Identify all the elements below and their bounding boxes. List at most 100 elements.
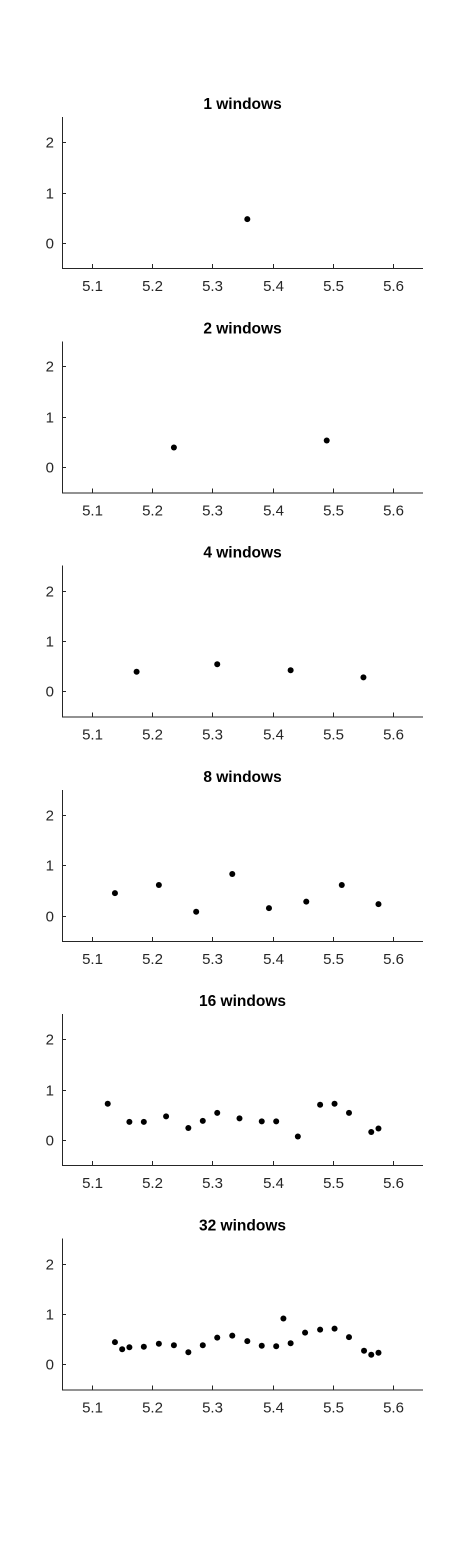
chart-panel-4: 8 windows 5.1 5.2 5.3 5.4 5.5 5.6 0 1 2 bbox=[46, 769, 423, 968]
y-tick-label: 0 bbox=[46, 1133, 54, 1150]
y-tick-label: 2 bbox=[46, 584, 54, 601]
data-point bbox=[214, 661, 221, 668]
y-tick-label: 1 bbox=[46, 634, 54, 651]
data-point bbox=[287, 1340, 294, 1347]
x-tick-label: 5.6 bbox=[383, 1400, 404, 1417]
data-point bbox=[360, 674, 367, 681]
y-tick-label: 0 bbox=[46, 236, 54, 253]
x-tick-label: 5.6 bbox=[383, 502, 404, 519]
x-tick-label: 5.6 bbox=[383, 278, 404, 295]
data-point bbox=[193, 908, 200, 915]
chart-title: 8 windows bbox=[203, 769, 281, 786]
data-point bbox=[126, 1344, 133, 1351]
y-tick-label: 0 bbox=[46, 684, 54, 701]
data-point bbox=[244, 1338, 251, 1345]
data-point bbox=[163, 1113, 170, 1120]
data-point bbox=[258, 1342, 265, 1349]
data-point bbox=[229, 870, 236, 877]
x-tick-label: 5.2 bbox=[142, 951, 163, 968]
x-tick-label: 5.1 bbox=[82, 951, 103, 968]
data-point bbox=[133, 668, 140, 675]
data-point bbox=[294, 1133, 301, 1140]
data-point bbox=[111, 1339, 118, 1346]
data-point bbox=[331, 1325, 338, 1332]
chart-title: 32 windows bbox=[199, 1218, 286, 1235]
x-tick-label: 5.5 bbox=[323, 502, 344, 519]
y-tick-label: 1 bbox=[46, 186, 54, 203]
data-point bbox=[199, 1117, 206, 1124]
data-point bbox=[214, 1109, 221, 1116]
x-tick-label: 5.3 bbox=[202, 278, 223, 295]
x-tick-label: 5.5 bbox=[323, 1175, 344, 1192]
data-point bbox=[170, 1342, 177, 1349]
axes bbox=[62, 1014, 423, 1167]
data-point bbox=[287, 667, 294, 674]
x-tick-label: 5.3 bbox=[202, 951, 223, 968]
y-tick-label: 2 bbox=[46, 135, 54, 152]
data-point bbox=[155, 1340, 162, 1347]
x-tick-label: 5.6 bbox=[383, 951, 404, 968]
data-point bbox=[338, 882, 345, 889]
x-tick-label: 5.4 bbox=[263, 951, 284, 968]
axes bbox=[62, 565, 423, 718]
data-point bbox=[111, 890, 118, 897]
data-point bbox=[140, 1343, 147, 1350]
y-tick-label: 0 bbox=[46, 1357, 54, 1374]
y-tick-label: 1 bbox=[46, 858, 54, 875]
x-tick-label: 5.2 bbox=[142, 727, 163, 744]
chart-panel-6: 32 windows 5.1 5.2 5.3 5.4 5.5 5.6 0 1 2 bbox=[46, 1218, 423, 1417]
x-tick-label: 5.2 bbox=[142, 278, 163, 295]
data-point bbox=[244, 216, 251, 223]
data-point bbox=[375, 1349, 382, 1356]
x-tick-label: 5.1 bbox=[82, 278, 103, 295]
x-tick-label: 5.3 bbox=[202, 502, 223, 519]
x-tick-label: 5.6 bbox=[383, 727, 404, 744]
x-tick-label: 5.3 bbox=[202, 1175, 223, 1192]
x-tick-label: 5.5 bbox=[323, 1400, 344, 1417]
chart-panel-1: 1 windows 5.1 5.2 5.3 5.4 5.5 5.6 0 1 2 bbox=[46, 96, 423, 295]
y-tick-label: 2 bbox=[46, 1032, 54, 1049]
x-tick-label: 5.5 bbox=[323, 278, 344, 295]
y-tick-label: 0 bbox=[46, 909, 54, 926]
chart-panel-2: 2 windows 5.1 5.2 5.3 5.4 5.5 5.6 0 1 2 bbox=[46, 320, 423, 519]
x-tick-label: 5.2 bbox=[142, 502, 163, 519]
data-point bbox=[273, 1343, 280, 1350]
data-point bbox=[368, 1351, 375, 1358]
data-point bbox=[375, 1125, 382, 1132]
data-point bbox=[229, 1332, 236, 1339]
data-point bbox=[302, 1329, 309, 1336]
y-tick-label: 2 bbox=[46, 359, 54, 376]
x-tick-label: 5.4 bbox=[263, 278, 284, 295]
data-point bbox=[331, 1100, 338, 1107]
x-tick-label: 5.1 bbox=[82, 1400, 103, 1417]
data-point bbox=[119, 1346, 126, 1353]
x-tick-label: 5.4 bbox=[263, 1175, 284, 1192]
axes bbox=[62, 1238, 423, 1391]
data-point bbox=[236, 1115, 243, 1122]
data-point bbox=[317, 1101, 324, 1108]
chart-title: 2 windows bbox=[203, 320, 281, 337]
data-point bbox=[155, 882, 162, 889]
x-tick-label: 5.4 bbox=[263, 1400, 284, 1417]
data-point bbox=[303, 898, 310, 905]
data-point bbox=[170, 444, 177, 451]
y-tick-label: 2 bbox=[46, 808, 54, 825]
y-tick-label: 1 bbox=[46, 1307, 54, 1324]
chart-panel-3: 4 windows 5.1 5.2 5.3 5.4 5.5 5.6 0 1 2 bbox=[46, 545, 423, 744]
y-tick-label: 1 bbox=[46, 410, 54, 427]
data-point bbox=[323, 437, 330, 444]
x-tick-label: 5.2 bbox=[142, 1400, 163, 1417]
x-tick-label: 5.1 bbox=[82, 1175, 103, 1192]
chart-title: 1 windows bbox=[203, 96, 281, 113]
data-point bbox=[104, 1100, 111, 1107]
x-tick-label: 5.2 bbox=[142, 1175, 163, 1192]
x-tick-label: 5.5 bbox=[323, 951, 344, 968]
x-tick-label: 5.3 bbox=[202, 1400, 223, 1417]
y-tick-label: 0 bbox=[46, 460, 54, 477]
chart-panel-5: 16 windows 5.1 5.2 5.3 5.4 5.5 5.6 0 1 2 bbox=[46, 993, 423, 1192]
data-point bbox=[317, 1326, 324, 1333]
data-point bbox=[265, 905, 272, 912]
data-point bbox=[258, 1118, 265, 1125]
data-point bbox=[126, 1118, 133, 1125]
